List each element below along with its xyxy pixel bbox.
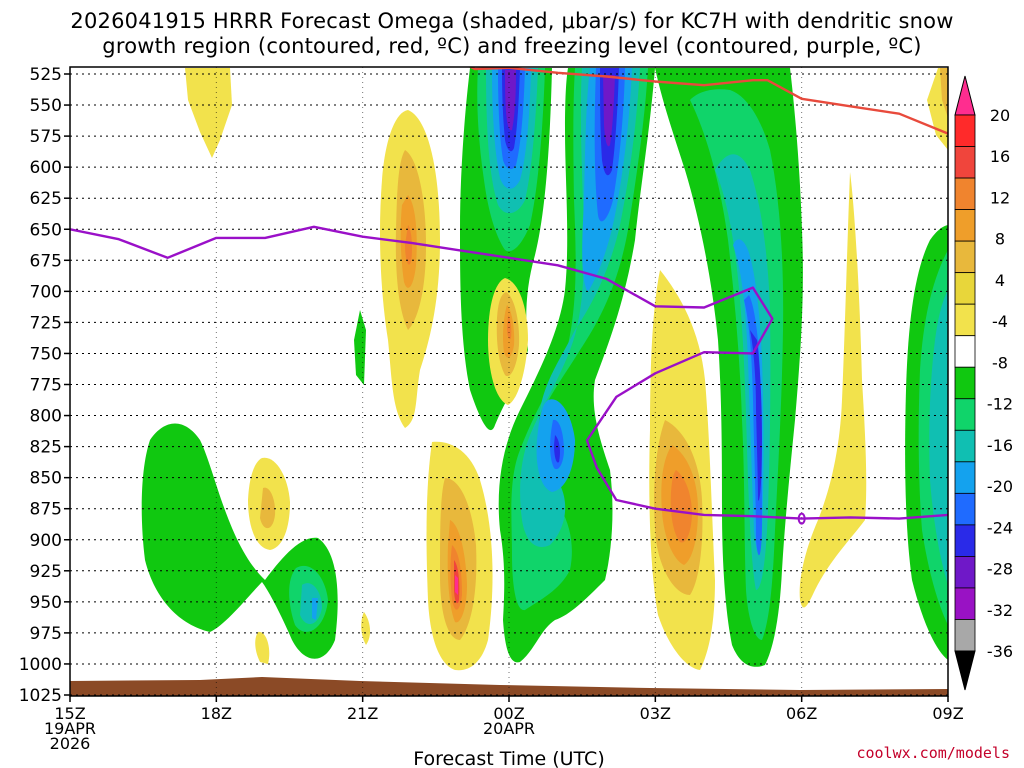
colorbar-bottom-arrow [954,650,976,691]
chart-title-line-1: 2026041915 HRRR Forecast Omega (shaded, … [70,9,954,33]
y-tick-label: 700 [30,282,62,302]
y-tick-label: 850 [30,469,62,489]
colorbar-segment [954,366,976,400]
y-tick-label: 900 [30,531,62,551]
x-tick-label: 2026 [50,734,91,753]
terrain [70,677,948,696]
colorbar-label: -16 [987,436,1013,455]
y-tick-label: 750 [30,344,62,364]
x-tick-label: 00Z [493,704,524,723]
colorbar-label: 20 [990,106,1010,125]
y-tick-label: 575 [30,127,62,147]
chart-title-line-2: growth region (contoured, red, ºC) and f… [102,34,922,58]
colorbar-label: -24 [987,518,1013,537]
colorbar-segment [954,335,976,368]
y-tick-label: 650 [30,220,62,240]
colorbar-segment [954,619,976,652]
colorbar-segment [954,177,976,210]
y-tick-label: 550 [30,96,62,116]
colorbar-segment [954,556,976,589]
x-tick-label: 15Z [54,704,85,723]
colorbar-label: 12 [990,188,1010,207]
y-tick-label: 525 [30,65,62,85]
colorbar-label: 8 [995,230,1005,249]
y-tick-label: 675 [30,251,62,271]
y-tick-label: 875 [30,500,62,520]
y-tick-label: 775 [30,376,62,396]
gridlines [70,67,948,696]
freezing-level-line [70,225,948,520]
y-tick-label: 800 [30,407,62,427]
colorbar-segment [954,303,976,337]
y-tick-label: 825 [30,438,62,458]
colorbar-label: 16 [990,147,1010,166]
x-tick-label: 18Z [201,704,232,723]
colorbar-label: -8 [992,353,1008,372]
colorbar-segment [954,524,976,557]
colorbar-segment [954,398,976,431]
x-tick-label: 21Z [347,704,378,723]
colorbar-segment [954,209,976,242]
x-tick-label: 19APR [44,719,96,738]
x-tick-label: 20APR [483,719,535,738]
source-credit[interactable]: coolwx.com/models [856,744,1010,762]
colorbar: 20 16 12 8 4 -4 -8 -12 -16 -20 -24 -28 -32 -36 [954,75,1013,691]
colorbar-segment [954,146,976,179]
omega-shading [141,68,948,671]
x-tick-label: 09Z [932,704,963,723]
y-axis: 525 550 575 600 625 650 675 700 725 750 775 800 825 8… [19,65,70,706]
colorbar-segment [954,492,976,526]
y-tick-label: 1025 [19,686,62,706]
y-tick-label: 975 [30,624,62,644]
colorbar-top-arrow [954,75,976,116]
x-tick-label: 06Z [786,704,817,723]
y-tick-label: 625 [30,189,62,209]
colorbar-segment [954,114,976,147]
colorbar-label: -12 [987,395,1013,414]
colorbar-label: -4 [992,312,1008,331]
y-tick-label: 925 [30,562,62,582]
x-tick-label: 03Z [640,704,671,723]
colorbar-segment [954,461,976,494]
y-tick-label: 725 [30,313,62,333]
colorbar-label: -36 [987,642,1013,661]
y-tick-label: 1000 [19,655,62,675]
dendritic-growth-line [468,67,948,135]
colorbar-segment [954,272,976,305]
colorbar-label: -20 [987,477,1013,496]
colorbar-segment [954,240,976,274]
colorbar-label: 4 [995,271,1005,290]
y-tick-label: 950 [30,593,62,613]
x-axis-label: Forecast Time (UTC) [413,748,604,768]
contour-lines [70,67,948,525]
colorbar-label: -32 [987,601,1013,620]
freezing-level-loop [797,512,806,525]
colorbar-segment [954,429,976,463]
colorbar-segment [954,587,976,620]
colorbar-label: -28 [987,560,1013,579]
y-tick-label: 600 [30,158,62,178]
